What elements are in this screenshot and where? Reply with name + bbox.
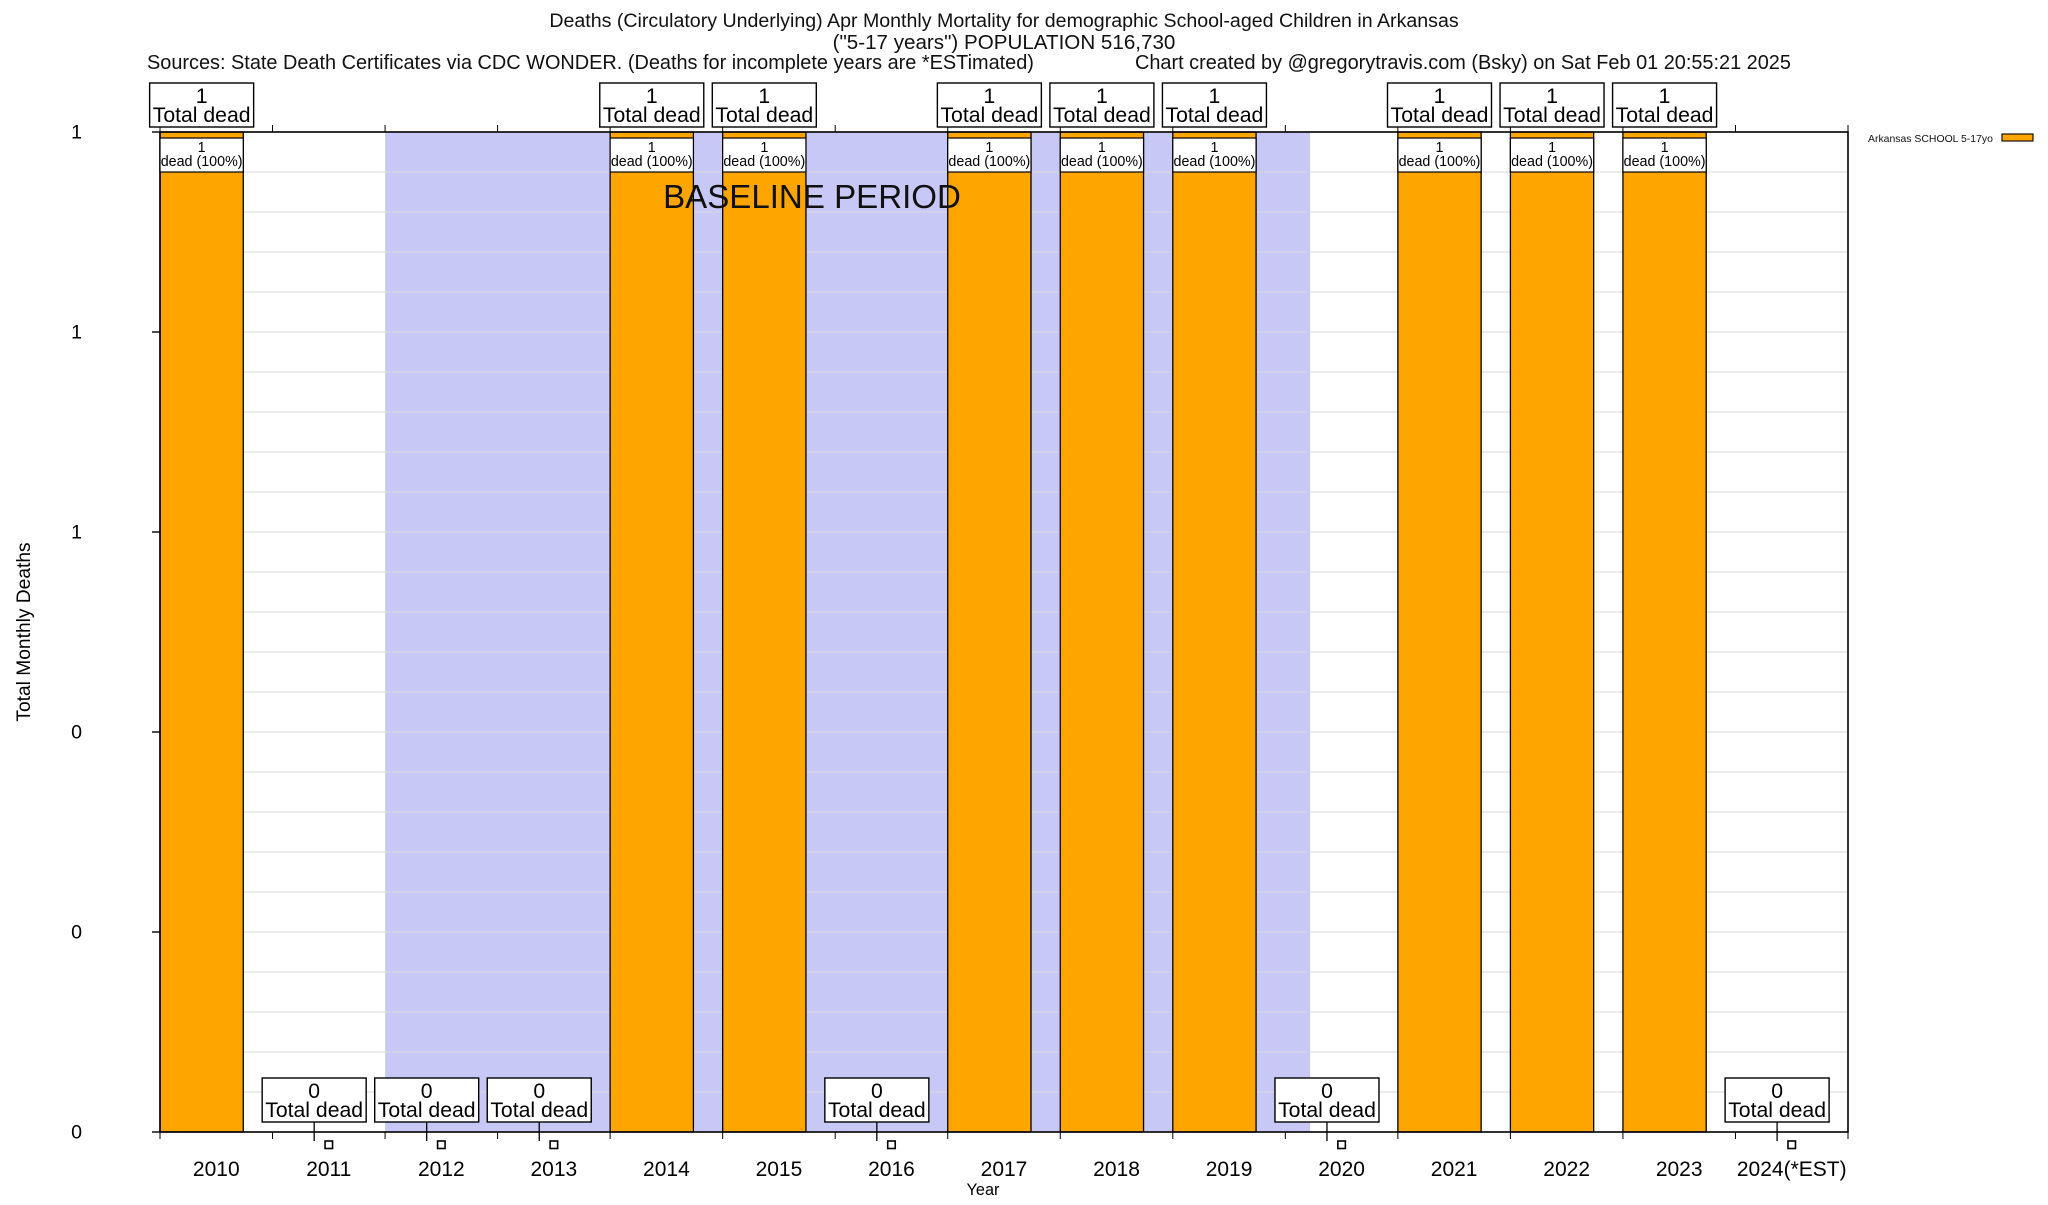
svg-text:Total dead: Total dead — [1166, 104, 1264, 127]
svg-text:0: 0 — [71, 722, 82, 744]
svg-text:dead (100%): dead (100%) — [1624, 154, 1706, 170]
svg-text:Chart created by @gregorytravi: Chart created by @gregorytravis.com (Bsk… — [1135, 52, 1791, 74]
svg-text:Total dead: Total dead — [1278, 1099, 1376, 1122]
svg-text:2010: 2010 — [193, 1158, 240, 1181]
svg-text:Total dead: Total dead — [603, 104, 701, 127]
svg-text:dead (100%): dead (100%) — [1174, 154, 1256, 170]
svg-text:dead (100%): dead (100%) — [1511, 154, 1593, 170]
svg-text:1: 1 — [71, 522, 82, 544]
svg-text:("5-17 years") POPULATION 516,: ("5-17 years") POPULATION 516,730 — [833, 31, 1176, 54]
svg-text:2024(*EST): 2024(*EST) — [1737, 1158, 1847, 1181]
svg-text:dead (100%): dead (100%) — [161, 154, 243, 170]
svg-text:2017: 2017 — [981, 1158, 1028, 1181]
svg-text:2012: 2012 — [418, 1158, 465, 1181]
svg-text:2016: 2016 — [868, 1158, 915, 1181]
svg-text:Total dead: Total dead — [715, 104, 813, 127]
svg-text:1: 1 — [71, 122, 82, 144]
svg-text:2021: 2021 — [1431, 1158, 1478, 1181]
svg-text:0: 0 — [71, 922, 82, 944]
svg-text:dead (100%): dead (100%) — [1061, 154, 1143, 170]
svg-text:BASELINE PERIOD: BASELINE PERIOD — [663, 179, 961, 216]
svg-text:2018: 2018 — [1093, 1158, 1140, 1181]
svg-text:2022: 2022 — [1543, 1158, 1590, 1181]
svg-text:Total dead: Total dead — [490, 1099, 588, 1122]
svg-text:Arkansas SCHOOL 5-17yo: Arkansas SCHOOL 5-17yo — [1868, 134, 1993, 145]
svg-text:Total dead: Total dead — [153, 104, 251, 127]
svg-text:Sources: State Death Certifica: Sources: State Death Certificates via CD… — [147, 52, 1034, 74]
svg-text:Total dead: Total dead — [1391, 104, 1489, 127]
svg-text:Total dead: Total dead — [1053, 104, 1151, 127]
svg-text:Total dead: Total dead — [1616, 104, 1714, 127]
svg-text:2023: 2023 — [1656, 1158, 1703, 1181]
svg-text:Total dead: Total dead — [265, 1099, 363, 1122]
svg-text:Deaths (Circulatory Underlying: Deaths (Circulatory Underlying) Apr Mont… — [549, 10, 1459, 32]
svg-text:2015: 2015 — [756, 1158, 803, 1181]
svg-text:2013: 2013 — [531, 1158, 578, 1181]
svg-text:2011: 2011 — [306, 1158, 351, 1181]
svg-text:dead (100%): dead (100%) — [948, 154, 1030, 170]
svg-text:2014: 2014 — [643, 1158, 690, 1181]
svg-text:Total Monthly Deaths: Total Monthly Deaths — [14, 542, 35, 721]
svg-text:Year: Year — [967, 1181, 1000, 1199]
svg-text:dead (100%): dead (100%) — [723, 154, 805, 170]
svg-text:dead (100%): dead (100%) — [1399, 154, 1481, 170]
svg-text:Total dead: Total dead — [1503, 104, 1601, 127]
svg-text:Total dead: Total dead — [940, 104, 1038, 127]
svg-text:Total dead: Total dead — [828, 1099, 926, 1122]
svg-text:2019: 2019 — [1206, 1158, 1253, 1181]
svg-text:0: 0 — [71, 1122, 82, 1144]
svg-text:Total dead: Total dead — [378, 1099, 476, 1122]
svg-text:1: 1 — [71, 322, 82, 344]
svg-text:dead (100%): dead (100%) — [611, 154, 693, 170]
svg-text:2020: 2020 — [1318, 1158, 1365, 1181]
svg-text:Total dead: Total dead — [1728, 1099, 1826, 1122]
